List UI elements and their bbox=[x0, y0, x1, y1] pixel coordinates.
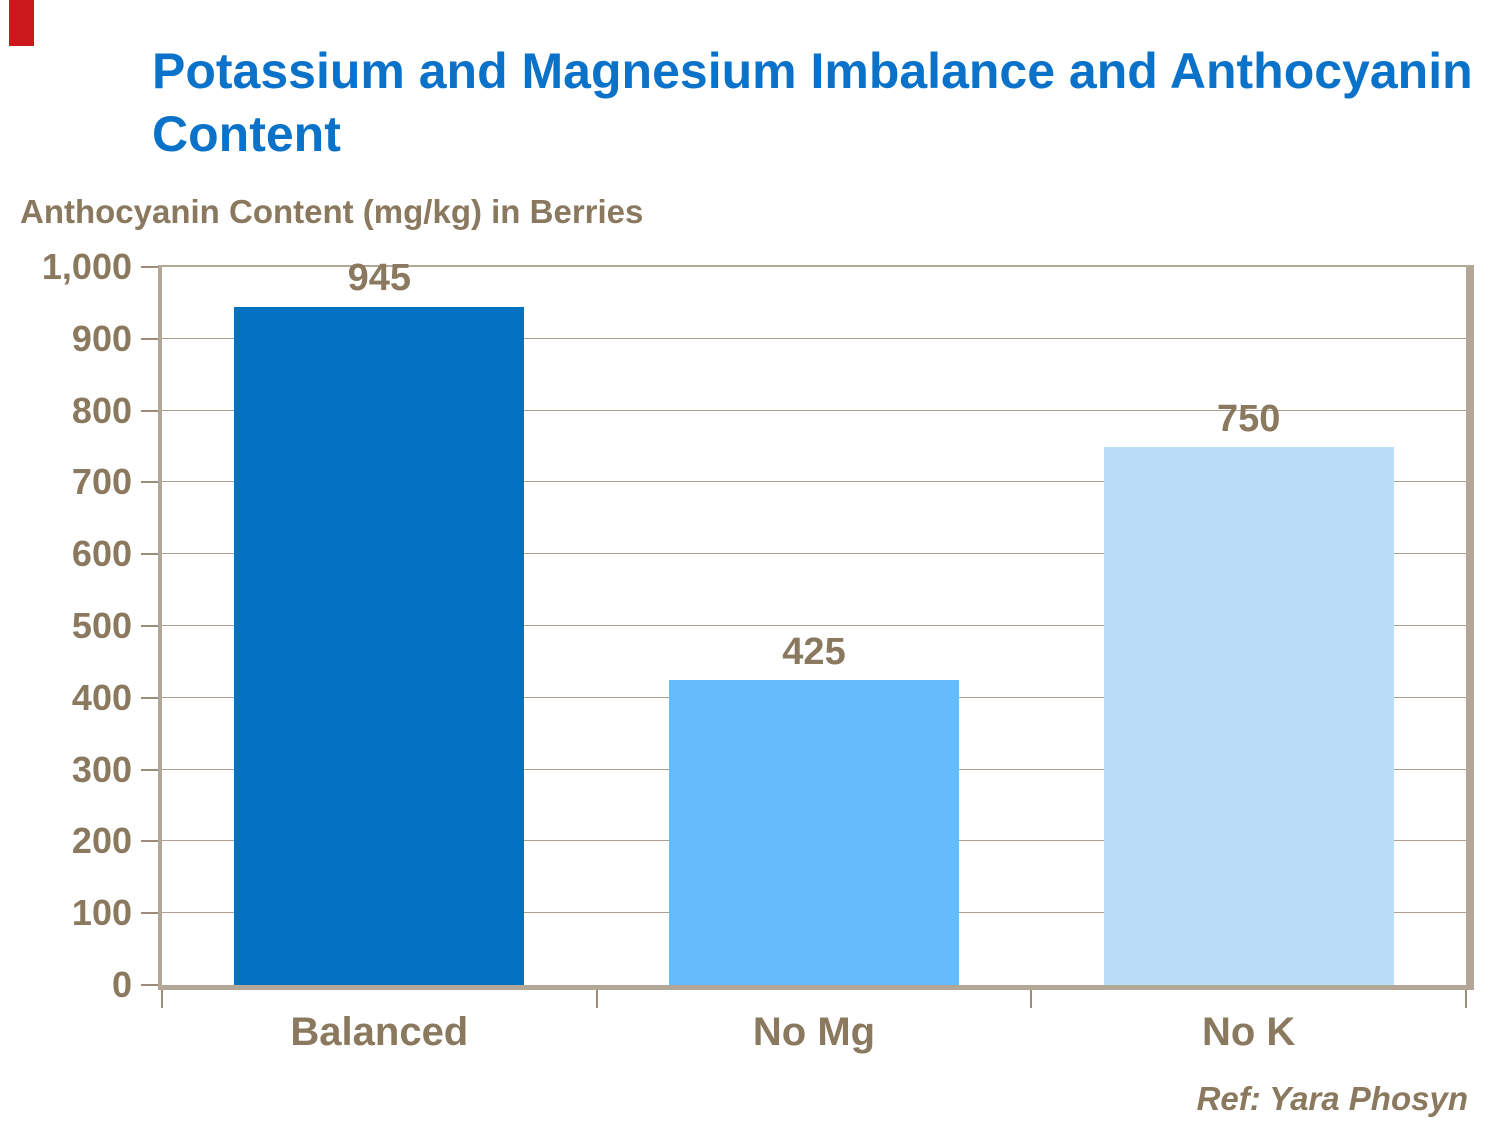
y-axis-tick-mark bbox=[141, 696, 158, 699]
y-axis-tick-mark bbox=[141, 553, 158, 556]
y-axis-tick-mark bbox=[141, 266, 158, 268]
y-axis-tick-mark bbox=[141, 840, 158, 843]
y-axis-tick-mark bbox=[141, 984, 158, 986]
y-axis-tick-label: 600 bbox=[71, 533, 132, 575]
bar-value-label: 425 bbox=[782, 630, 846, 673]
gridline-900 bbox=[162, 337, 1466, 339]
bar-no-k bbox=[1103, 446, 1394, 985]
x-axis-label-no-mg: No Mg bbox=[752, 1010, 876, 1054]
red-accent-mark bbox=[9, 0, 34, 46]
gridline-600 bbox=[162, 553, 1466, 555]
gridline-800 bbox=[162, 409, 1466, 411]
y-axis-tick-mark bbox=[141, 768, 158, 771]
y-axis-tick-mark bbox=[141, 337, 158, 340]
plot-area bbox=[158, 265, 1474, 990]
x-axis-tick-mark bbox=[595, 990, 598, 1008]
y-axis-tick-label: 1,000 bbox=[41, 246, 132, 287]
x-axis-label-balanced: Balanced bbox=[290, 1010, 469, 1054]
y-axis-tick-label: 800 bbox=[71, 389, 132, 431]
bar-no-mg bbox=[669, 679, 959, 985]
y-axis-tick-label: 200 bbox=[71, 820, 132, 862]
y-axis-tick-label: 300 bbox=[71, 748, 132, 790]
y-axis-tick-label: 100 bbox=[71, 892, 132, 934]
x-axis-tick-mark bbox=[1465, 990, 1467, 1008]
x-axis-tick-mark bbox=[161, 990, 163, 1008]
page-title: Potassium and Magnesium Imbalance and An… bbox=[152, 43, 1473, 162]
y-axis-tick-label: 700 bbox=[71, 461, 132, 503]
bar-value-label: 750 bbox=[1216, 397, 1281, 440]
y-axis-tick-mark bbox=[141, 481, 158, 484]
bar-value-label: 945 bbox=[347, 257, 412, 300]
y-axis-tick-mark bbox=[141, 409, 158, 412]
y-axis-tick-label: 500 bbox=[71, 605, 132, 646]
y-axis-tick-label: 900 bbox=[71, 317, 132, 359]
gridline-500 bbox=[162, 625, 1466, 626]
gridline-700 bbox=[162, 481, 1466, 483]
x-axis-tick-mark bbox=[1030, 990, 1033, 1008]
reference-note: Ref: Yara Phosyn bbox=[1196, 1080, 1468, 1117]
x-axis-label-no-k: No K bbox=[1201, 1010, 1296, 1054]
y-axis-tick-mark bbox=[141, 912, 158, 915]
y-axis-title: Anthocyanin Content (mg/kg) in Berries bbox=[20, 193, 644, 230]
y-axis-tick-label: 0 bbox=[111, 964, 132, 1005]
y-axis-tick-mark bbox=[141, 625, 158, 627]
bar-balanced bbox=[234, 306, 525, 985]
y-axis-tick-label: 400 bbox=[71, 676, 132, 718]
